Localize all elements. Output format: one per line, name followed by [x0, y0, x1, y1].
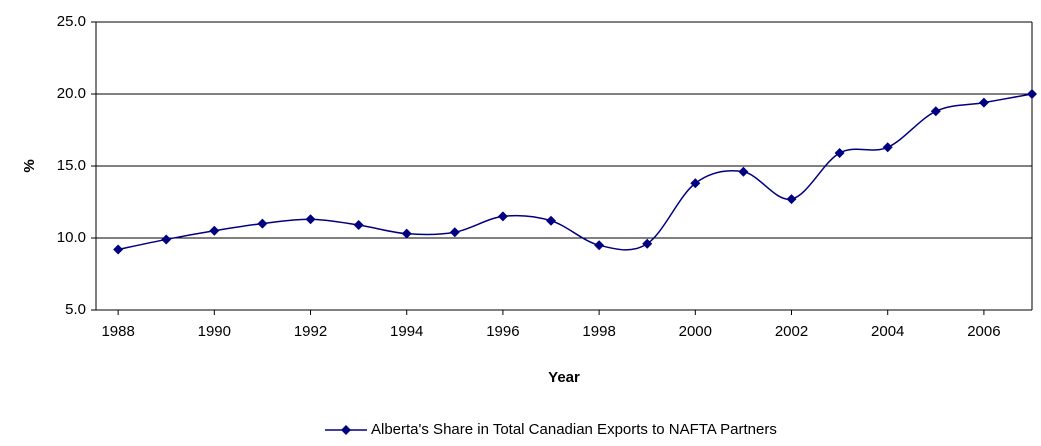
- marker: [497, 211, 508, 222]
- marker: [930, 106, 941, 117]
- marker: [449, 227, 460, 238]
- marker: [882, 142, 893, 153]
- y-tick-label: 10.0: [57, 229, 86, 246]
- marker: [786, 194, 797, 205]
- x-tick-label: 2006: [967, 323, 1000, 340]
- legend-marker: [341, 425, 351, 435]
- legend-label: Alberta's Share in Total Canadian Export…: [371, 421, 777, 438]
- marker: [113, 244, 124, 255]
- marker: [305, 214, 316, 225]
- marker: [642, 238, 653, 249]
- marker: [978, 97, 989, 108]
- line: [117, 93, 1033, 251]
- marker: [738, 166, 749, 177]
- x-tick-label: 1988: [101, 323, 134, 340]
- x-tick-label: 1990: [198, 323, 231, 340]
- x-tick-label: 2004: [871, 323, 904, 340]
- marker: [209, 225, 220, 236]
- y-tick-label: 5.0: [65, 301, 86, 318]
- marker: [257, 218, 268, 229]
- x-tick-label: 1998: [582, 323, 615, 340]
- x-tick-label: 2000: [679, 323, 712, 340]
- x-tick-label: 1994: [390, 323, 423, 340]
- marker: [546, 215, 557, 226]
- marker: [1027, 89, 1037, 99]
- y-tick-label: 20.0: [57, 85, 86, 102]
- x-tick-label: 1992: [294, 323, 327, 340]
- x-tick-label: 1996: [486, 323, 519, 340]
- marker: [353, 220, 364, 231]
- marker: [834, 148, 845, 159]
- y-tick-label: 15.0: [57, 157, 86, 174]
- x-tick-label: 2002: [775, 323, 808, 340]
- marker: [161, 234, 172, 245]
- marker: [594, 240, 605, 251]
- x-axis-label: Year: [548, 369, 580, 386]
- marker: [401, 228, 412, 239]
- marker: [690, 178, 701, 189]
- y-tick-label: 25.0: [57, 13, 86, 30]
- y-axis-label: %: [21, 159, 38, 172]
